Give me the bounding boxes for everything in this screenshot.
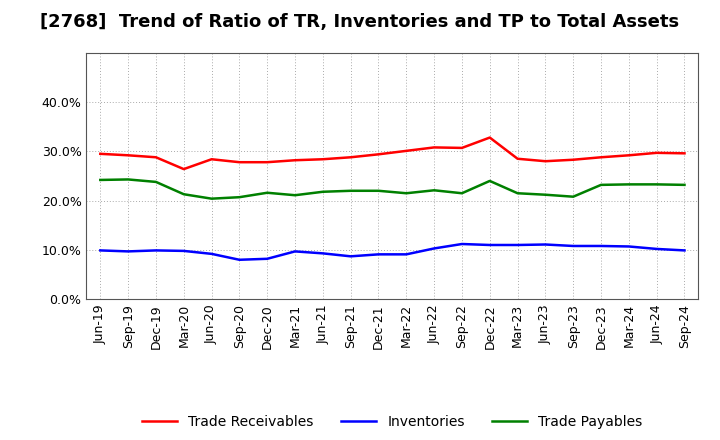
Trade Payables [96, 177, 104, 183]
Trade Payables [513, 191, 522, 196]
Trade Payables [680, 182, 689, 187]
Inventories [207, 251, 216, 257]
Trade Payables [541, 192, 550, 198]
Trade Payables [374, 188, 383, 194]
Trade Payables [485, 178, 494, 183]
Trade Receivables [152, 154, 161, 160]
Trade Payables [124, 177, 132, 182]
Inventories [541, 242, 550, 247]
Trade Receivables [430, 145, 438, 150]
Trade Receivables [96, 151, 104, 157]
Inventories [569, 243, 577, 249]
Trade Payables [597, 182, 606, 187]
Trade Receivables [318, 157, 327, 162]
Inventories [624, 244, 633, 249]
Inventories [291, 249, 300, 254]
Inventories [346, 254, 355, 259]
Trade Payables [346, 188, 355, 194]
Trade Receivables [458, 145, 467, 150]
Trade Payables [652, 182, 661, 187]
Inventories [318, 251, 327, 256]
Inventories [485, 242, 494, 248]
Trade Payables [318, 189, 327, 194]
Trade Receivables [263, 160, 271, 165]
Trade Payables [430, 187, 438, 193]
Line: Trade Receivables: Trade Receivables [100, 138, 685, 169]
Inventories [124, 249, 132, 254]
Line: Trade Payables: Trade Payables [100, 180, 685, 199]
Inventories [152, 248, 161, 253]
Inventories [374, 252, 383, 257]
Trade Receivables [179, 166, 188, 172]
Trade Receivables [680, 150, 689, 156]
Text: [2768]  Trend of Ratio of TR, Inventories and TP to Total Assets: [2768] Trend of Ratio of TR, Inventories… [40, 13, 680, 31]
Trade Receivables [207, 157, 216, 162]
Inventories [680, 248, 689, 253]
Trade Payables [207, 196, 216, 202]
Trade Receivables [513, 156, 522, 161]
Inventories [458, 242, 467, 247]
Inventories [179, 248, 188, 253]
Trade Receivables [624, 153, 633, 158]
Trade Payables [263, 190, 271, 195]
Inventories [652, 246, 661, 252]
Trade Receivables [541, 158, 550, 164]
Inventories [513, 242, 522, 248]
Trade Receivables [652, 150, 661, 155]
Trade Receivables [124, 153, 132, 158]
Trade Receivables [597, 154, 606, 160]
Trade Payables [152, 179, 161, 184]
Inventories [597, 243, 606, 249]
Inventories [263, 256, 271, 261]
Trade Receivables [374, 152, 383, 157]
Trade Receivables [291, 158, 300, 163]
Inventories [402, 252, 410, 257]
Trade Payables [458, 191, 467, 196]
Inventories [96, 248, 104, 253]
Inventories [235, 257, 243, 262]
Trade Payables [179, 191, 188, 197]
Trade Receivables [485, 135, 494, 140]
Legend: Trade Receivables, Inventories, Trade Payables: Trade Receivables, Inventories, Trade Pa… [137, 410, 648, 435]
Trade Receivables [402, 148, 410, 154]
Trade Receivables [346, 154, 355, 160]
Line: Inventories: Inventories [100, 244, 685, 260]
Trade Receivables [569, 157, 577, 162]
Inventories [430, 246, 438, 251]
Trade Payables [291, 193, 300, 198]
Trade Payables [402, 191, 410, 196]
Trade Payables [569, 194, 577, 199]
Trade Payables [624, 182, 633, 187]
Trade Receivables [235, 160, 243, 165]
Trade Payables [235, 194, 243, 200]
